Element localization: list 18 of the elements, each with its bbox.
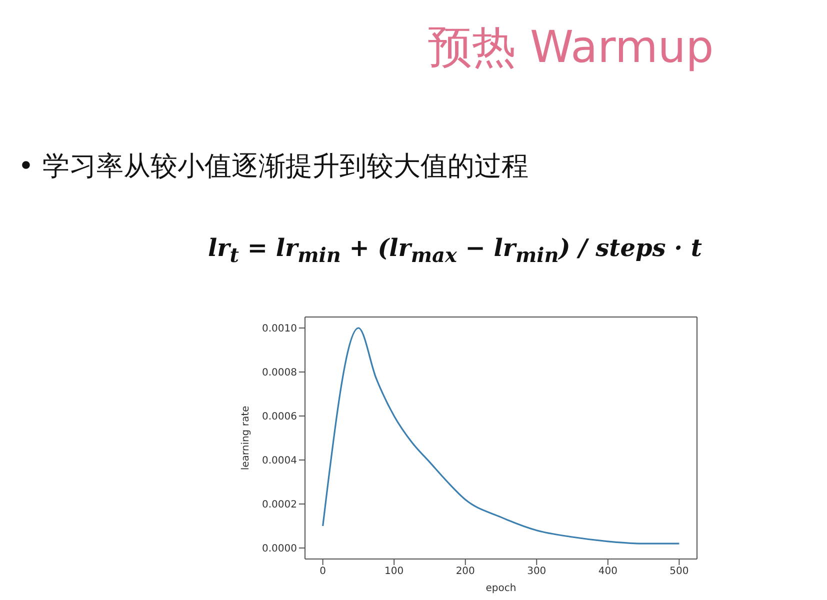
y-tick-label: 0.0010 [262,324,297,335]
x-tick-label: 300 [527,566,546,578]
x-tick-label: 500 [670,566,689,578]
chart-subtitle: • 学习率从较小值逐渐提升到较大值的过程 [18,150,529,184]
y-tick-label: 0.0004 [262,456,297,467]
y-tick-label: 0.0006 [262,412,297,423]
x-tick-label: 100 [384,566,404,578]
line-series [322,327,680,544]
x-axis-title: epoch [486,583,516,594]
x-tick-label: 0 [320,566,326,578]
y-axis-title: learning rate [240,406,252,470]
x-tick-label: 200 [456,566,475,578]
y-tick-label: 0.0000 [262,544,297,555]
y-tick-label: 0.0002 [262,500,297,511]
chart-title: 预热 Warmup [428,21,714,75]
x-tick-label: 400 [598,566,618,578]
text: lr$_{t}$ = lr$_{min}$ + (lr$_{max}$ − lr$_{min}$) / steps · t [208,233,702,267]
y-tick-label: 0.0008 [262,368,297,379]
